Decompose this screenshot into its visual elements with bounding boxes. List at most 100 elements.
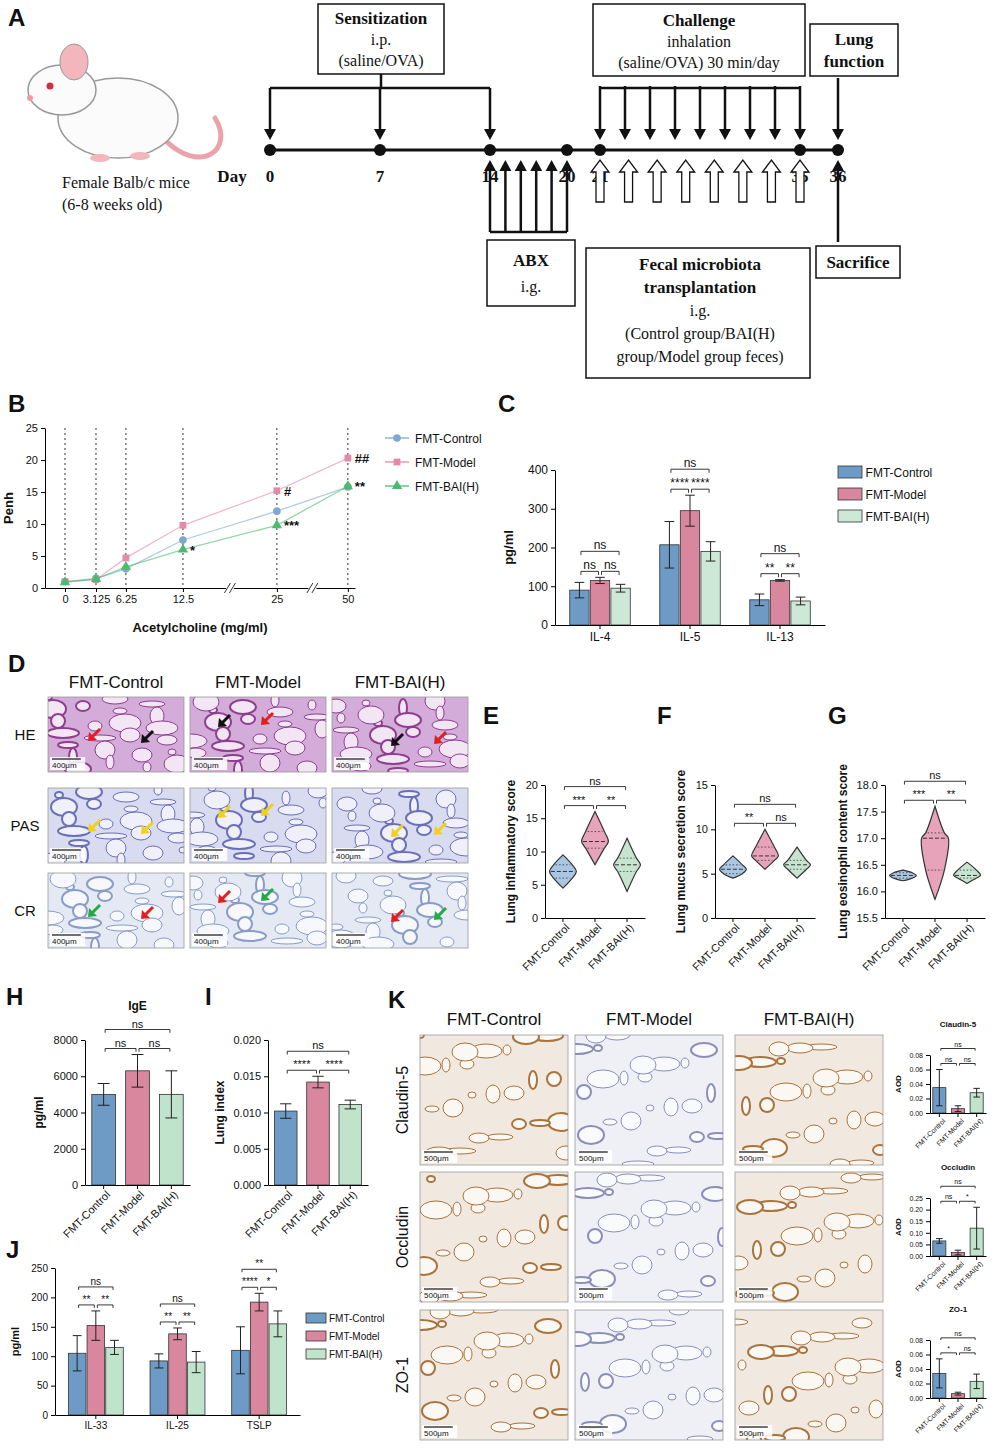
error-bar xyxy=(665,522,675,569)
tick-mark xyxy=(939,1398,940,1402)
tissue-structure xyxy=(308,788,326,798)
tick: 5 xyxy=(32,550,45,562)
tissue-structure xyxy=(575,1044,593,1054)
tissue-structure xyxy=(864,1071,872,1081)
bracket xyxy=(767,823,796,826)
significance-label: **** xyxy=(691,476,710,490)
tissue-structure xyxy=(526,1375,546,1389)
tissue-structure xyxy=(534,1408,548,1418)
x-axis: FMT-ControlFMT-ModelFMT-BAI(H) xyxy=(61,1185,191,1240)
tick: 300 xyxy=(528,502,555,516)
tissue-structure xyxy=(642,1360,650,1374)
tissue-structure xyxy=(168,833,184,843)
axis-line xyxy=(555,471,556,626)
tissue-structure xyxy=(599,1374,613,1388)
legend-marker xyxy=(392,480,402,489)
micrograph: 500μm xyxy=(571,1172,728,1302)
scale-bar: 500μm xyxy=(577,1150,612,1163)
tick-label: 6.25 xyxy=(116,593,137,605)
tick-mark xyxy=(259,1415,260,1419)
tissue-structure xyxy=(420,1320,437,1330)
tick: 100 xyxy=(528,580,555,594)
tick-mark xyxy=(551,586,555,587)
bar xyxy=(611,588,630,625)
tick: 0.04 xyxy=(909,1366,930,1373)
image-border xyxy=(420,1035,568,1165)
tissue-structure xyxy=(190,734,207,748)
tick-label: 0 xyxy=(532,912,538,924)
tissue-structure xyxy=(829,1118,837,1124)
tick: 0.06 xyxy=(909,1066,930,1073)
row-label: HE xyxy=(15,726,36,743)
tick: 0.010 xyxy=(233,1107,268,1119)
tissue-structure xyxy=(113,792,139,802)
pointer-head xyxy=(434,911,443,920)
axis-line xyxy=(85,1041,86,1186)
median-line xyxy=(785,864,809,865)
scale-bar: 400μm xyxy=(334,848,369,861)
box xyxy=(586,248,810,378)
tick-label: 0.00 xyxy=(909,1253,923,1260)
micrograph: 400μm xyxy=(325,869,480,951)
quartile-line xyxy=(620,871,635,872)
panel-letter: E xyxy=(483,702,499,729)
open-arrow xyxy=(620,160,638,202)
tick: 0.00 xyxy=(909,1395,930,1402)
tissue-structure xyxy=(552,1409,568,1415)
legend-marker xyxy=(394,459,401,466)
quartile-line xyxy=(556,864,571,865)
significance: nsnsns xyxy=(105,1018,170,1052)
significance: ****ns****ns******* xyxy=(79,1258,277,1325)
tissue-structure xyxy=(535,1319,561,1333)
micrograph: 400μm xyxy=(40,694,190,776)
scale-ground xyxy=(192,757,227,770)
quartile-line xyxy=(588,848,603,849)
tissue-structure xyxy=(669,1310,689,1315)
tissue-structure xyxy=(436,876,468,882)
tissue-structure xyxy=(332,699,346,713)
tissue-structure xyxy=(418,747,432,757)
tick-label: 0.08 xyxy=(909,1052,923,1059)
text-label: ABX xyxy=(513,251,550,270)
x-axis: FMT-ControlFMT-ModelFMT-BAI(H) xyxy=(520,918,646,973)
axis-title: Penh xyxy=(1,492,16,524)
tissue-structure xyxy=(575,1188,604,1198)
tick-label: 0.00 xyxy=(909,1395,923,1402)
tissue-structure xyxy=(358,706,384,724)
tick-mark xyxy=(926,1221,930,1222)
day-dot xyxy=(484,144,496,156)
tissue-structure xyxy=(420,1257,437,1275)
scale-line xyxy=(579,1151,608,1152)
significance-label: ** xyxy=(607,794,616,806)
pointer-head xyxy=(218,809,227,818)
tick: 12.5 xyxy=(173,588,194,605)
tick-mark xyxy=(41,492,45,493)
tissue-structure xyxy=(76,701,90,711)
tissue-structure xyxy=(691,1043,717,1057)
tick-mark xyxy=(958,1256,959,1260)
bar xyxy=(106,1347,124,1415)
tick-label: 50 xyxy=(37,1380,49,1391)
tissue-structure xyxy=(804,1125,824,1143)
scale-label: 400μm xyxy=(52,761,77,770)
error-bar xyxy=(706,542,716,561)
scale-ground xyxy=(50,757,85,770)
axis-title: Lung index xyxy=(213,1080,227,1144)
tick-label: 15 xyxy=(526,812,538,824)
tissue-structure xyxy=(825,1373,833,1387)
tissue-structure xyxy=(395,713,421,727)
arrow-shaft xyxy=(269,88,272,132)
tick-label: 0.000 xyxy=(233,1179,261,1191)
axis-title: AOD xyxy=(894,1360,903,1378)
text-label: Challenge xyxy=(663,11,736,30)
legend-label: FMT-Control xyxy=(329,1313,385,1324)
arrow-head xyxy=(644,129,656,140)
tissue-structure xyxy=(344,825,370,831)
tissue-structure xyxy=(587,1070,619,1088)
tissue-structure xyxy=(786,1132,800,1138)
error-bar xyxy=(973,1374,980,1389)
violin xyxy=(752,829,779,869)
panel-letter: I xyxy=(205,983,212,1010)
scale-label: 500μm xyxy=(579,1291,604,1300)
tick: 200 xyxy=(528,541,555,555)
